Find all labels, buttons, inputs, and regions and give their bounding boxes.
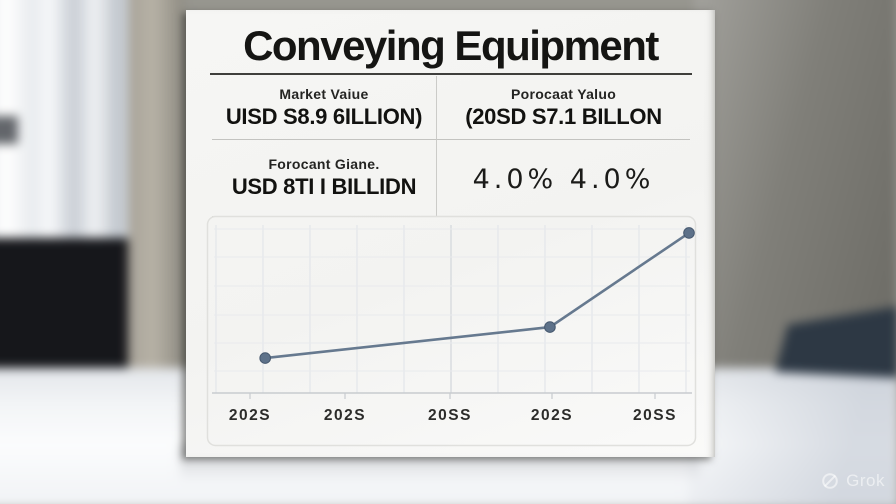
grok-logo-icon [822, 473, 838, 489]
stat-cell-forecast-gains: Forocant Giane. USD 8TI I BILLIDN [212, 140, 437, 217]
stats-table: Market Vaiue UISD S8.9 6ILLION) Porocaat… [212, 76, 690, 217]
x-axis-tick-label: 202S [530, 407, 574, 424]
x-axis-tick-label: 202S [323, 407, 367, 424]
stat-cell-forecast-value: Porocaat Yaluo (20SD S7.1 BILLON [437, 76, 690, 140]
x-axis-tick-label: 20SS [428, 407, 472, 424]
x-axis-tick-label: 20SS [633, 407, 677, 424]
title-underline [209, 73, 692, 75]
desk-shadow-tint [688, 368, 896, 504]
trend-chart: 202S 202S 20SS 202S 20SS [206, 215, 697, 447]
poster-board: Conveying Equipment Market Vaiue UISD S8… [186, 10, 715, 457]
stat-value: UISD S8.9 6ILLION) [225, 103, 423, 129]
stat-value: USD 8TI I BILLIDN [231, 174, 417, 199]
trend-line-svg [206, 215, 697, 447]
stat-value: (20SD S7.1 BILLON [465, 103, 662, 129]
stat-cell-market-value: Market Vaiue UISD S8.9 6ILLION) [212, 76, 437, 140]
stat-value: 4.0% 4.0% [472, 163, 655, 195]
stat-label: Porocaat Yaluo [510, 85, 617, 102]
poster-title: Conveying Equipment [243, 22, 659, 69]
stat-label: Market Vaiue [279, 85, 369, 102]
window-frame-bar [0, 116, 18, 144]
watermark-label: Grok [846, 471, 885, 490]
grok-watermark: Grok [821, 471, 885, 491]
wall-column [128, 0, 184, 386]
x-axis-tick-label: 202S [228, 407, 272, 424]
stat-cell-cagr: 4.0% 4.0% [437, 140, 690, 217]
stat-label: Forocant Giane. [268, 156, 380, 172]
dark-cabinet [0, 238, 128, 378]
